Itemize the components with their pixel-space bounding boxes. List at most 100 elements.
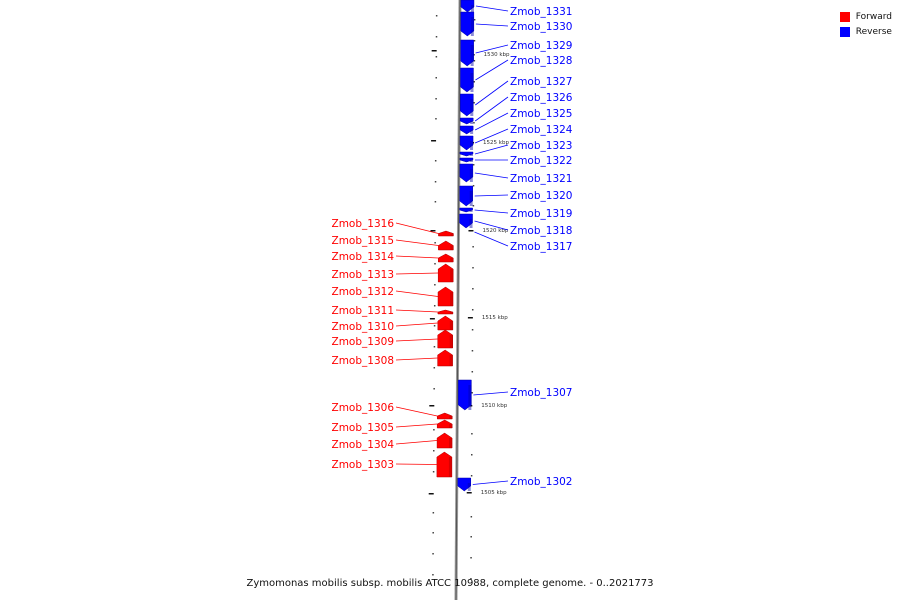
gene-label: Zmob_1309 (332, 336, 394, 348)
gene-leader-line (395, 255, 439, 259)
forward-swatch (839, 11, 850, 22)
gene-arrow (459, 125, 474, 135)
gene-arrow-shade (469, 210, 473, 212)
major-tick (429, 318, 435, 320)
gene-leader-line (474, 220, 509, 231)
minor-tick (434, 181, 437, 183)
gene-label: Zmob_1304 (332, 439, 395, 451)
gene-arrow-shade (449, 321, 453, 330)
gene-leader-line (395, 322, 438, 327)
legend-reverse-label: Reverse (855, 26, 892, 37)
minor-tick (471, 454, 473, 456)
minor-tick (472, 246, 474, 248)
gene-leader-line (474, 96, 509, 122)
minor-tick (471, 392, 473, 394)
minor-tick (471, 371, 474, 373)
minor-tick (470, 516, 473, 518)
minor-tick (434, 242, 436, 244)
gene-arrow (459, 135, 474, 151)
gene-arrow-shade (450, 258, 454, 262)
minor-tick (470, 578, 472, 580)
gene-leader-line (474, 172, 509, 179)
gene-arrow-shade (448, 457, 452, 477)
gene-arrow-shade (467, 483, 471, 491)
gene-leader-line (395, 357, 438, 361)
gene-label: Zmob_1313 (332, 269, 394, 281)
gene-arrow (460, 93, 474, 117)
gene-leader-line (395, 338, 438, 342)
scale-label: 1515 kbp (482, 315, 508, 321)
minor-tick (434, 284, 436, 286)
gene-arrow-shade (470, 121, 474, 124)
gene-label: Zmob_1311 (332, 305, 394, 317)
legend-forward-label: Forward (855, 11, 892, 22)
gene-arrow-shade (449, 335, 453, 348)
scale-label: 1520 kbp (482, 228, 508, 234)
gene-arrow-shade (469, 191, 473, 206)
gene-arrow (438, 230, 454, 237)
gene-label: Zmob_1327 (510, 76, 572, 88)
gene-arrow (460, 0, 475, 13)
minor-tick (472, 185, 475, 187)
gene-arrow (459, 117, 474, 125)
gene-leader-line (395, 309, 438, 313)
major-tick (428, 493, 434, 495)
minor-tick (471, 350, 474, 352)
gene-arrow (459, 163, 474, 183)
gene-arrow-shade (470, 73, 474, 92)
minor-tick (470, 536, 472, 538)
gene-arrow (459, 207, 473, 213)
gene-arrow (438, 253, 454, 263)
gene-label: Zmob_1306 (332, 402, 395, 414)
gene-arrow-shade (470, 45, 474, 66)
minor-tick (470, 475, 473, 477)
scale-tick (468, 230, 474, 232)
major-tick (431, 50, 437, 52)
gene-label: Zmob_1308 (332, 355, 394, 367)
gene-leader-line (472, 480, 509, 485)
gene-label: Zmob_1331 (510, 6, 572, 18)
gene-arrow (459, 151, 474, 157)
gene-leader-line (474, 194, 509, 197)
minor-tick (472, 267, 474, 269)
gene-leader-line (474, 209, 509, 214)
gene-arrow-shade (470, 130, 474, 134)
minor-tick (432, 574, 434, 576)
gene-arrow-shade (449, 438, 453, 448)
minor-tick (435, 56, 438, 58)
minor-tick (433, 450, 435, 452)
minor-tick (473, 40, 476, 42)
gene-arrow (457, 477, 472, 492)
gene-leader-line (395, 423, 438, 428)
gene-label: Zmob_1320 (510, 190, 572, 202)
gene-arrow-shade (449, 416, 453, 419)
gene-label: Zmob_1317 (510, 241, 572, 253)
gene-arrow-shade (470, 17, 474, 36)
minor-tick (433, 346, 436, 348)
minor-tick (471, 309, 474, 311)
genome-caption: Zymomonas mobilis subsp. mobilis ATCC 10… (246, 578, 654, 589)
gene-label: Zmob_1319 (510, 208, 572, 220)
gene-label: Zmob_1303 (332, 459, 394, 471)
minor-tick (435, 118, 437, 120)
gene-label: Zmob_1315 (332, 235, 394, 247)
gene-leader-line (474, 128, 509, 144)
minor-tick (471, 433, 473, 435)
gene-label: Zmob_1323 (510, 140, 572, 152)
gene-arrow (436, 412, 453, 420)
minor-tick (435, 77, 437, 79)
gene-label: Zmob_1305 (332, 422, 394, 434)
gene-arrow (437, 315, 454, 331)
reverse-swatch (839, 26, 850, 37)
legend-forward: Forward (839, 9, 892, 24)
gene-arrow-shade (469, 219, 473, 228)
scale-ticks: 1530 kbp 1525 kbp 1520 kbp 1515 kbp 1510 kbp… (428, 15, 510, 580)
minor-tick (473, 122, 475, 124)
minor-tick (434, 160, 437, 162)
minor-tick (473, 19, 476, 21)
scale-label: 1505 kbp (481, 490, 507, 496)
gene-arrow-shade (468, 385, 472, 410)
legend: Forward Reverse (839, 9, 892, 39)
minor-tick (434, 201, 437, 203)
gene-leader-line (475, 5, 509, 12)
